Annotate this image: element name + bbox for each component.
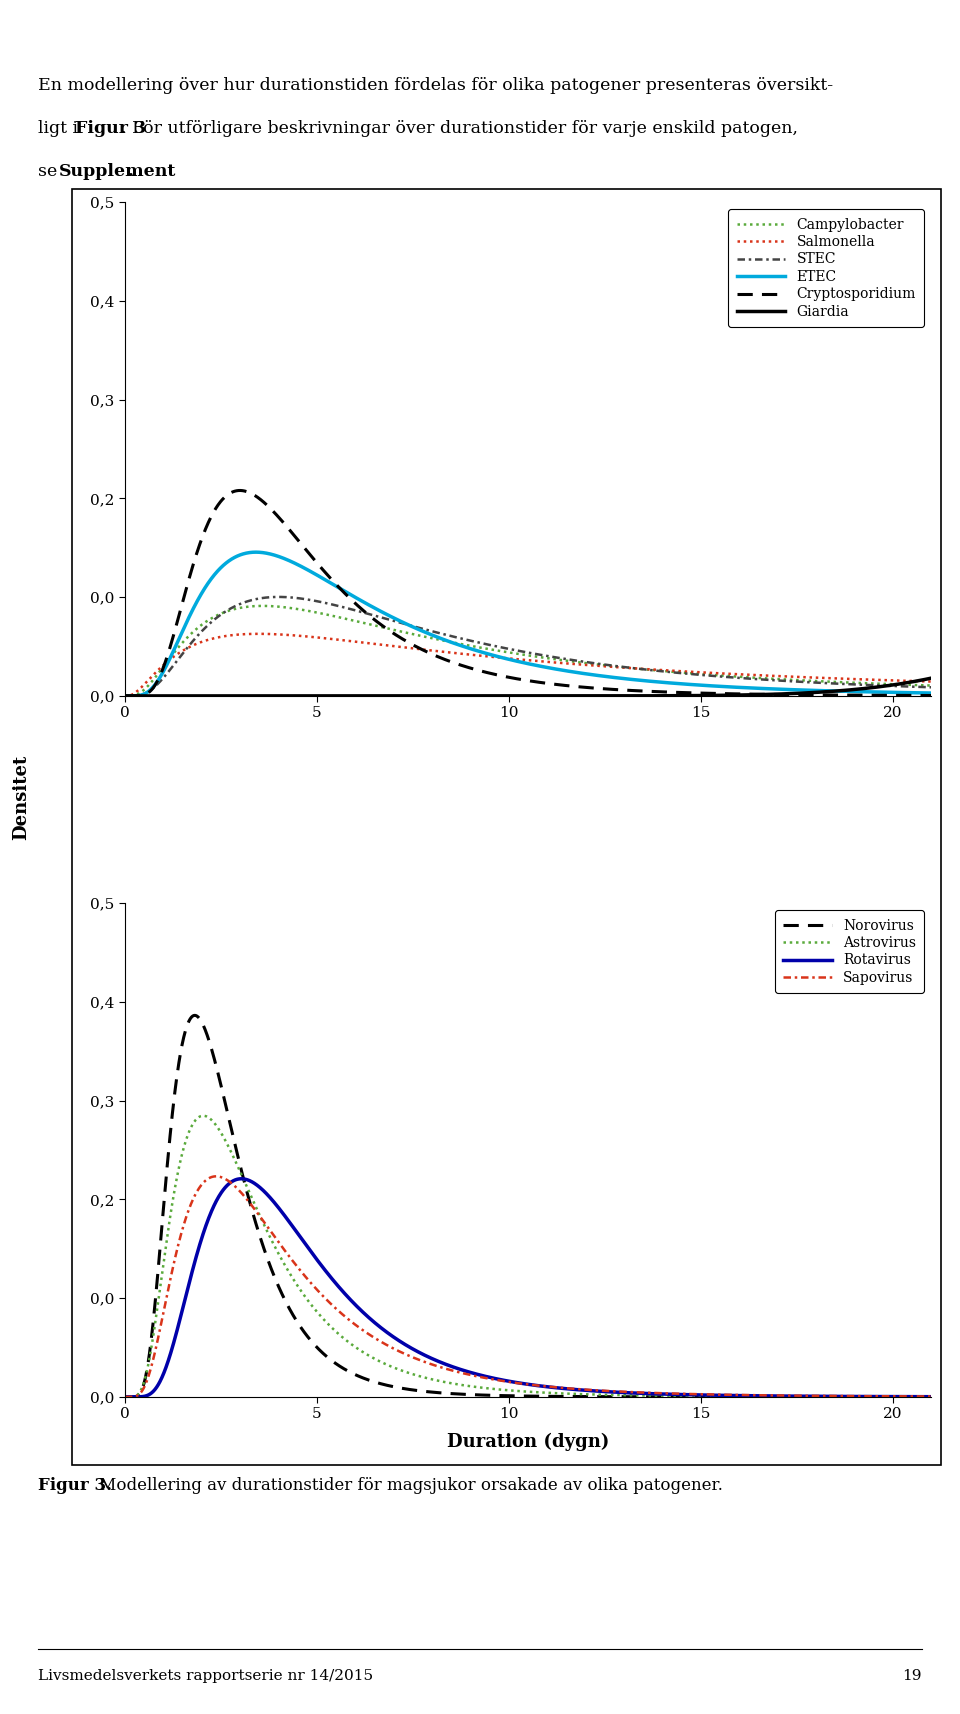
Text: En modellering över hur durationstiden fördelas för olika patogener presenteras : En modellering över hur durationstiden f… [38,77,833,94]
X-axis label: Duration (dygn): Duration (dygn) [446,1433,610,1450]
Text: Densitet: Densitet [12,754,30,840]
Text: . För utförligare beskrivningar över durationstider för varje enskild patogen,: . För utförligare beskrivningar över dur… [121,120,798,137]
Legend: Norovirus, Astrovirus, Rotavirus, Sapovirus: Norovirus, Astrovirus, Rotavirus, Sapovi… [775,910,924,994]
Text: Modellering av durationstider för magsjukor orsakade av olika patogener.: Modellering av durationstider för magsju… [94,1477,723,1495]
Text: se: se [38,163,63,180]
Legend: Campylobacter, Salmonella, STEC, ETEC, Cryptosporidium, Giardia: Campylobacter, Salmonella, STEC, ETEC, C… [729,209,924,327]
Text: Figur 3.: Figur 3. [38,1477,112,1495]
Text: Supplement: Supplement [59,163,176,180]
Text: 19: 19 [902,1669,922,1683]
Text: Figur 3: Figur 3 [75,120,146,137]
Text: .: . [128,163,133,180]
Text: Livsmedelsverkets rapportserie nr 14/2015: Livsmedelsverkets rapportserie nr 14/201… [38,1669,373,1683]
Text: ligt i: ligt i [38,120,84,137]
